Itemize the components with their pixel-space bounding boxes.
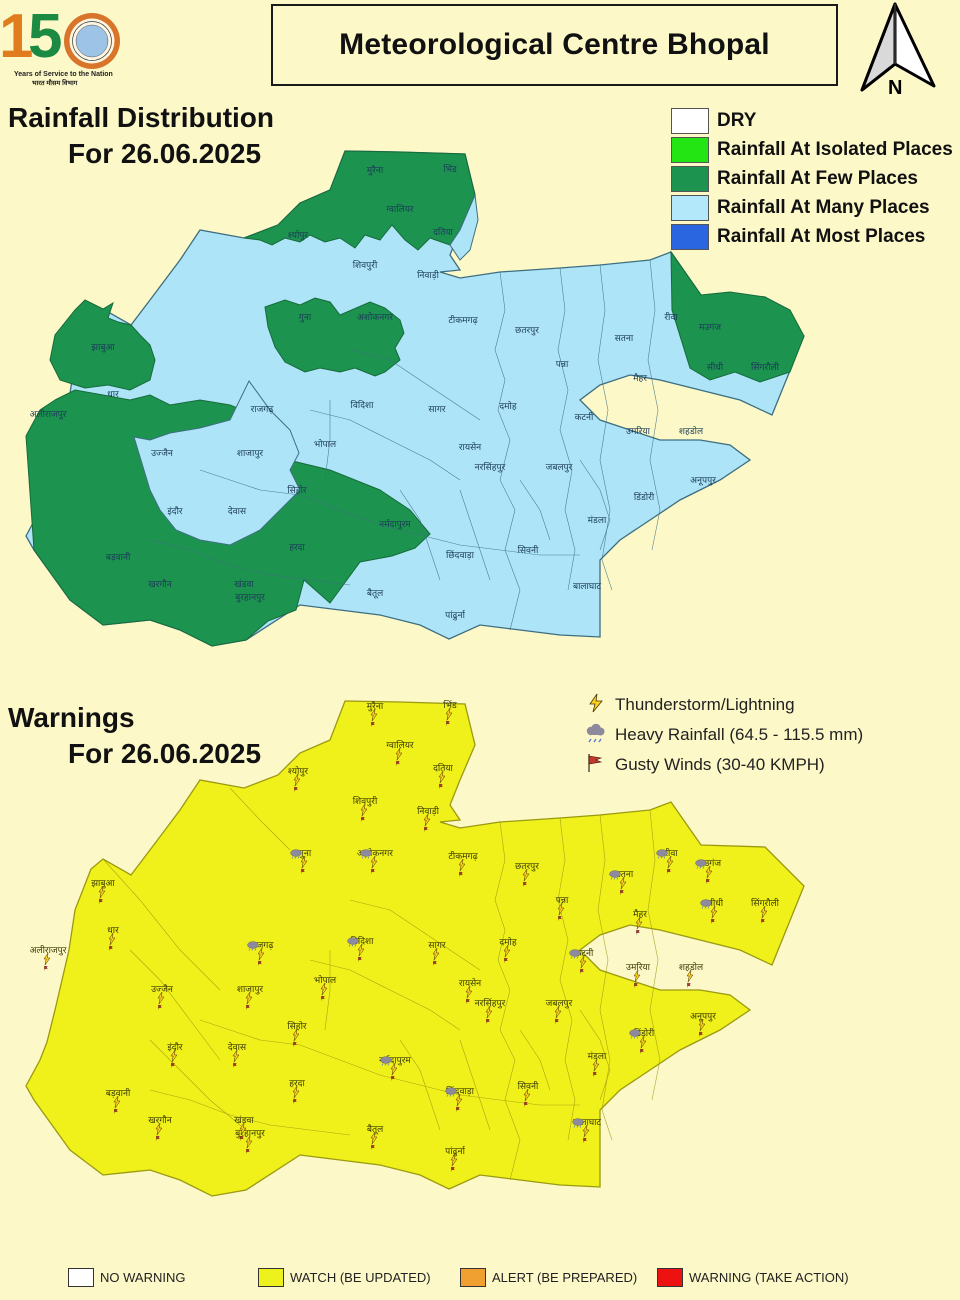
svg-text:टीकमगढ़: टीकमगढ़ <box>448 850 478 861</box>
svg-text:मउगंज: मउगंज <box>699 322 721 332</box>
svg-text:विदिशा: विदिशा <box>351 399 375 410</box>
svg-text:दतिया: दतिया <box>433 762 453 773</box>
svg-text:झाबुआ: झाबुआ <box>91 342 115 353</box>
svg-text:जबलपुर: जबलपुर <box>546 998 573 1009</box>
svg-text:अशोकनगर: अशोकनगर <box>357 311 393 322</box>
svg-text:रायसेन: रायसेन <box>459 977 482 988</box>
svg-text:सागर: सागर <box>428 404 445 414</box>
svg-text:शहडोल: शहडोल <box>679 425 704 436</box>
svg-text:खंडवा: खंडवा <box>234 1115 254 1125</box>
svg-text:भिंड: भिंड <box>443 163 457 174</box>
svg-text:गुना: गुना <box>299 312 312 323</box>
svg-text:पन्ना: पन्ना <box>556 359 569 369</box>
svg-text:निवाड़ी: निवाड़ी <box>417 269 439 280</box>
svg-text:उमरिया: उमरिया <box>626 425 651 436</box>
svg-text:नरसिंहपुर: नरसिंहपुर <box>475 997 506 1009</box>
svg-text:Years of Service to the Nation: Years of Service to the Nation <box>14 71 113 78</box>
svg-text:मुरैना: मुरैना <box>367 700 384 712</box>
svg-text:पन्ना: पन्ना <box>556 895 569 905</box>
svg-text:देवास: देवास <box>228 1041 247 1052</box>
svg-text:धार: धार <box>107 389 119 399</box>
svg-text:अनूपपुर: अनूपपुर <box>690 475 716 486</box>
svg-text:बैतूल: बैतूल <box>367 587 384 599</box>
svg-text:दतिया: दतिया <box>433 226 453 237</box>
svg-text:अलीराजपुर: अलीराजपुर <box>30 408 67 420</box>
svg-text:नर्मदापुरम: नर्मदापुरम <box>379 518 411 530</box>
svg-text:उमरिया: उमरिया <box>626 961 651 972</box>
svg-text:नरसिंहपुर: नरसिंहपुर <box>475 461 506 473</box>
svg-text:ग्वालियर: ग्वालियर <box>386 203 414 214</box>
svg-text:छतरपुर: छतरपुर <box>515 861 539 872</box>
svg-text:सिवनी: सिवनी <box>518 544 539 555</box>
svg-text:सीधी: सीधी <box>707 361 724 372</box>
svg-text:रायसेन: रायसेन <box>459 441 482 452</box>
svg-text:अनूपपुर: अनूपपुर <box>690 1011 716 1022</box>
svg-text:बुरहानपुर: बुरहानपुर <box>235 1128 265 1139</box>
svg-text:श्योपुर: श्योपुर <box>288 229 308 241</box>
svg-text:सिवनी: सिवनी <box>518 1080 539 1091</box>
svg-text:बालाघाट: बालाघाट <box>573 581 602 591</box>
svg-text:सिंगरौली: सिंगरौली <box>751 361 780 372</box>
svg-text:इंदौर: इंदौर <box>167 505 183 516</box>
svg-text:शिवपुरी: शिवपुरी <box>353 259 378 271</box>
svg-text:भोपाल: भोपाल <box>314 974 337 985</box>
svg-text:शाजापुर: शाजापुर <box>237 448 264 459</box>
svg-text:सतना: सतना <box>615 333 634 343</box>
svg-text:राजगढ़: राजगढ़ <box>251 404 275 414</box>
svg-text:बड़वानी: बड़वानी <box>106 1087 131 1098</box>
svg-text:उज्जैन: उज्जैन <box>151 447 174 458</box>
svg-text:हरदा: हरदा <box>289 1078 305 1088</box>
svg-text:खंडवा: खंडवा <box>234 579 254 589</box>
svg-text:मंडला: मंडला <box>588 1051 607 1061</box>
svg-text:भारत मौसम विभाग: भारत मौसम विभाग <box>32 79 78 87</box>
svg-text:उज्जैन: उज्जैन <box>151 983 174 994</box>
svg-text:अलीराजपुर: अलीराजपुर <box>30 944 67 956</box>
svg-text:N: N <box>888 77 902 96</box>
svg-text:कटनी: कटनी <box>575 411 594 422</box>
svg-text:मैहर: मैहर <box>633 372 647 383</box>
svg-text:सिहोर: सिहोर <box>287 484 307 495</box>
svg-text:देवास: देवास <box>228 505 247 516</box>
svg-text:डिंडोरी: डिंडोरी <box>634 491 655 502</box>
svg-text:श्योपुर: श्योपुर <box>288 765 308 777</box>
svg-text:शिवपुरी: शिवपुरी <box>353 795 378 807</box>
svg-text:भोपाल: भोपाल <box>314 438 337 449</box>
svg-text:खरगौन: खरगौन <box>148 578 172 589</box>
svg-text:छतरपुर: छतरपुर <box>515 325 539 336</box>
svg-text:जबलपुर: जबलपुर <box>546 462 573 473</box>
svg-text:हरदा: हरदा <box>289 542 305 552</box>
svg-text:निवाड़ी: निवाड़ी <box>417 805 439 816</box>
svg-text:सिंगरौली: सिंगरौली <box>751 897 780 908</box>
svg-text:मुरैना: मुरैना <box>367 164 384 176</box>
svg-text:रीवा: रीवा <box>664 311 678 322</box>
svg-text:झाबुआ: झाबुआ <box>91 878 115 889</box>
svg-text:टीकमगढ़: टीकमगढ़ <box>448 314 478 325</box>
svg-text:5: 5 <box>28 4 62 71</box>
svg-text:पांढुर्ना: पांढुर्ना <box>445 1145 466 1157</box>
svg-text:बैतूल: बैतूल <box>367 1123 384 1135</box>
svg-text:पांढुर्ना: पांढुर्ना <box>445 609 466 621</box>
svg-text:बुरहानपुर: बुरहानपुर <box>235 592 265 603</box>
svg-text:छिंदवाड़ा: छिंदवाड़ा <box>446 549 475 560</box>
svg-text:शाजापुर: शाजापुर <box>237 984 264 995</box>
svg-text:बड़वानी: बड़वानी <box>106 551 131 562</box>
svg-text:दमोह: दमोह <box>499 400 516 411</box>
svg-text:शहडोल: शहडोल <box>679 961 704 972</box>
svg-text:मंडला: मंडला <box>588 515 607 525</box>
svg-text:खरगौन: खरगौन <box>148 1114 172 1125</box>
